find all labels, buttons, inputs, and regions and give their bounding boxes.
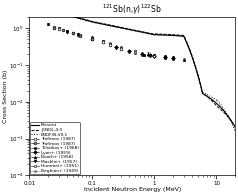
Legend: Present, JENDL-4.0, ENDF/B-VII.1, Trofimov (1987), Trofimov (1987), Tolstikov+ (: Present, JENDL-4.0, ENDF/B-VII.1, Trofim… [30, 122, 80, 174]
X-axis label: Incident Neutron Energy (MeV): Incident Neutron Energy (MeV) [84, 187, 181, 192]
Title: $^{121}$Sb(n,$\gamma$)$^{122}$Sb: $^{121}$Sb(n,$\gamma$)$^{122}$Sb [102, 3, 162, 17]
Y-axis label: Cross Section (b): Cross Section (b) [3, 70, 8, 123]
